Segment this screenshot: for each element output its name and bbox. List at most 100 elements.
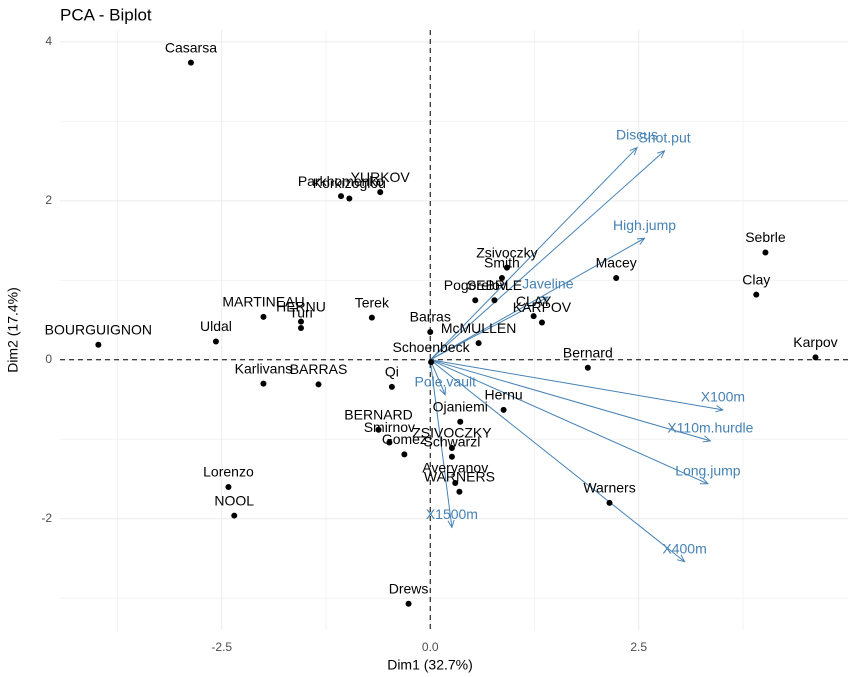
individual-point [297,325,304,332]
variable-label: X400m [662,540,706,556]
x-tick-label: -2.5 [211,640,232,654]
individual-label: Sebrle [745,229,786,245]
variable-arrow [430,359,708,484]
individual-label: Hernu [485,387,523,403]
individual-label: Karpov [793,334,837,350]
variable-arrow [429,238,644,361]
individual-point [401,451,408,458]
individual-point [538,319,545,326]
individual-label: Averyanov [422,460,488,476]
y-tick-label: 2 [45,193,52,207]
variable-arrow [430,359,710,441]
individual-label: HERNU [276,298,326,314]
individual-label: ZSIVOCZKY [412,425,492,441]
y-tick-label: -2 [41,511,52,525]
individual-label: KARPOV [513,299,572,315]
individual-label: NOOL [214,492,254,508]
individual-point [338,193,345,200]
individual-point [187,59,194,66]
individual-point [386,439,393,446]
variable-label: X100m [701,389,745,405]
individual-label: Korkizoglou [313,175,386,191]
variable-arrow [429,297,548,361]
individual-label: Schoenbeck [393,339,471,355]
individual-point [503,264,510,271]
individual-label: Smirnov [364,419,415,435]
individual-point [452,479,459,486]
variable-arrow [429,359,684,562]
individual-point [457,418,464,425]
individual-point [225,483,232,490]
variable-label: Long.jump [675,462,741,478]
individual-point [297,318,304,325]
individual-label: Drews [389,580,429,596]
variable-arrow [429,151,664,361]
individual-label: Pogorelov [444,277,507,293]
individual-point [388,383,395,390]
individual-label: Barras [410,309,451,325]
individual-label: Uldal [200,318,232,334]
individual-point [606,499,613,506]
y-axis-title: Dim2 (17.4%) [5,287,21,373]
variable-arrow [429,359,445,395]
individual-label: Qi [385,364,399,380]
individual-point [475,340,482,347]
individual-label: Turi [289,305,313,321]
individual-point [812,354,819,361]
individual-point [427,328,434,335]
individual-point [456,488,463,495]
x-tick-label: 0.0 [422,640,439,654]
individual-point [428,359,435,366]
individual-point [405,600,412,607]
y-tick-label: 4 [45,34,52,48]
individual-point [448,453,455,460]
individual-label: Clay [742,271,770,287]
individual-point [584,364,591,371]
individual-label: YURKOV [351,169,411,185]
individual-point [500,406,507,413]
individual-point [315,381,322,388]
chart-title: PCA - Biplot [60,5,152,24]
individual-point [368,314,375,321]
variable-label: Shot.put [638,129,690,145]
individual-label: SEBRLE [467,277,522,293]
individual-point [377,189,384,196]
individual-point [491,297,498,304]
individual-point [753,291,760,298]
individual-label: Ojaniemi [433,398,488,414]
individual-point [530,313,537,320]
y-tick-label: 0 [45,352,52,366]
individual-label: Parkhomenko [298,173,385,189]
individual-point [260,380,267,387]
variable-arrow [429,148,637,361]
individual-label: Schwarzl [424,433,481,449]
individual-label: Gomez [382,431,427,447]
individual-point [260,313,267,320]
individual-label: Terek [355,294,390,310]
individual-label: BOURGUIGNON [45,321,152,337]
individual-label: BERNARD [344,406,412,422]
individual-label: Casarsa [165,39,217,55]
variable-label: X110m.hurdle [667,420,753,436]
individual-label: MARTINEAU [222,294,304,310]
individual-point [231,512,238,519]
individual-label: Bernard [563,344,613,360]
individual-label: WARNERS [424,468,495,484]
variable-label: High.jump [613,217,676,233]
variable-label: Javeline [522,276,574,292]
individual-point [498,274,505,281]
individual-point [762,249,769,256]
variable-arrow [430,359,723,410]
individual-label: Warners [583,480,635,496]
variable-arrow [429,359,452,528]
individual-label: Lorenzo [203,464,254,480]
individual-label: Macey [596,255,637,271]
individual-label: BARRAS [290,361,348,377]
individual-label: Zsivoczky [476,244,537,260]
x-tick-label: 2.5 [630,640,647,654]
individual-point [375,426,382,433]
individual-point [613,274,620,281]
individual-point [472,297,479,304]
individual-point [346,195,353,202]
